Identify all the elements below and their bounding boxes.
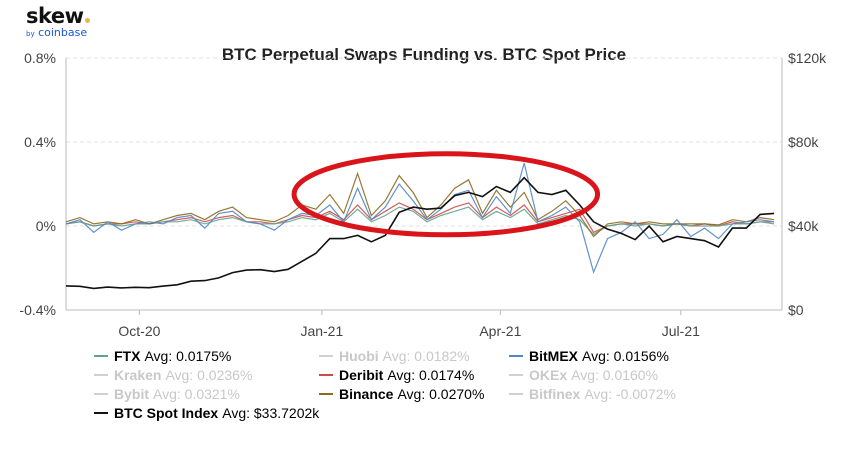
legend-avg: Avg: 0.0175%: [144, 348, 232, 364]
legend-avg: Avg: 0.0156%: [582, 348, 669, 364]
legend-swatch: [509, 393, 523, 395]
y-left-tick: -0.4%: [19, 302, 56, 318]
legend-avg: Avg: 0.0182%: [382, 348, 470, 364]
legend-name: Deribit: [339, 367, 384, 383]
logo-dot: [84, 18, 90, 23]
y-left-tick: 0%: [36, 218, 56, 234]
y-right-tick: $40k: [788, 218, 819, 234]
x-tick: Oct-20: [118, 323, 160, 339]
legend-avg: Avg: 0.0270%: [397, 386, 485, 402]
legend-avg: Avg: 0.0236%: [165, 367, 253, 383]
logo-sub: coinbase: [38, 26, 88, 39]
y-left-tick: 0.4%: [24, 134, 56, 150]
legend-item-bitfinex[interactable]: Bitfinex Avg: -0.0072%: [509, 386, 676, 402]
legend-name: Bitfinex: [529, 386, 581, 402]
x-tick: Apr-21: [479, 323, 521, 339]
series-btc-spot-index: [65, 176, 775, 290]
legend-avg: Avg: 0.0174%: [387, 367, 475, 383]
series-ftx: [65, 206, 775, 236]
legend-item-bitmex[interactable]: BitMEX Avg: 0.0156%: [509, 348, 669, 364]
skew-logo: skew by coinbase: [26, 6, 90, 40]
legend-item-btc-spot-index[interactable]: BTC Spot Index Avg: $33.7202k: [94, 405, 319, 421]
legend-swatch: [509, 374, 523, 376]
legend-name: Bybit: [114, 386, 149, 402]
x-tick: Jan-21: [300, 323, 343, 339]
series-binance: [65, 171, 775, 238]
legend-swatch: [319, 393, 333, 395]
legend-name: OKEx: [529, 367, 568, 383]
legend-item-kraken[interactable]: Kraken Avg: 0.0236%: [94, 367, 252, 383]
legend-name: Kraken: [114, 367, 162, 383]
legend-name: BitMEX: [529, 348, 578, 364]
legend-name: BTC Spot Index: [114, 405, 219, 421]
legend-swatch: [94, 374, 108, 376]
legend-avg: Avg: 0.0160%: [571, 367, 659, 383]
legend-item-deribit[interactable]: Deribit Avg: 0.0174%: [319, 367, 474, 383]
legend-avg: Avg: 0.0321%: [153, 386, 240, 402]
y-right-tick: $0: [788, 302, 804, 318]
legend-name: Huobi: [339, 348, 379, 364]
y-right-tick: $120k: [788, 50, 827, 66]
legend-swatch: [319, 374, 333, 376]
y-left-tick: 0.8%: [24, 50, 56, 66]
legend-item-huobi[interactable]: Huobi Avg: 0.0182%: [319, 348, 470, 364]
logo-by: by: [26, 30, 35, 38]
annotation-ellipse: [291, 151, 601, 238]
legend-swatch: [94, 355, 108, 357]
legend-swatch: [94, 393, 108, 395]
legend-swatch: [509, 355, 523, 357]
chart-title: BTC Perpetual Swaps Funding vs. BTC Spot…: [222, 45, 626, 64]
legend-item-ftx[interactable]: FTX Avg: 0.0175%: [94, 348, 231, 364]
logo-brand: skew: [26, 4, 84, 28]
series-bitmex: [65, 162, 775, 275]
legend-swatch: [94, 412, 108, 414]
legend-swatch: [319, 355, 333, 357]
legend-item-binance[interactable]: Binance Avg: 0.0270%: [319, 386, 484, 402]
legend-name: Binance: [339, 386, 394, 402]
legend-item-bybit[interactable]: Bybit Avg: 0.0321%: [94, 386, 240, 402]
y-right-tick: $80k: [788, 134, 819, 150]
legend-avg: Avg: $33.7202k: [222, 405, 320, 421]
legend-avg: Avg: -0.0072%: [584, 386, 676, 402]
x-tick: Jul-21: [662, 323, 700, 339]
legend-name: FTX: [114, 348, 141, 364]
legend-item-okex[interactable]: OKEx Avg: 0.0160%: [509, 367, 658, 383]
